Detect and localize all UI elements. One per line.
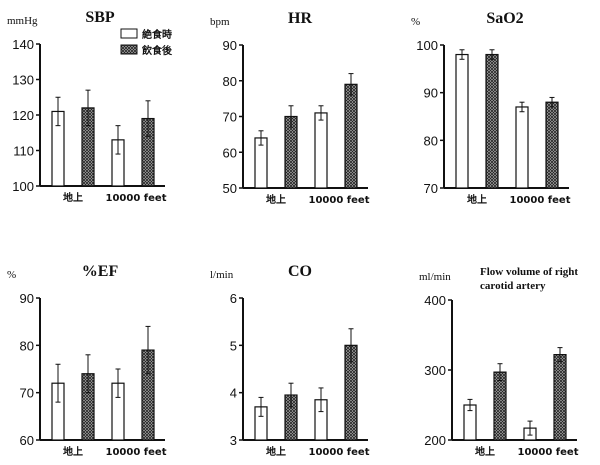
y-tick-label: 80: [223, 74, 237, 89]
y-tick-label: 5: [230, 338, 237, 353]
y-tick-label: 70: [424, 181, 438, 196]
y-tick-label: 100: [416, 38, 438, 53]
y-tick-label: 110: [13, 144, 34, 159]
bar-fed-0: [493, 371, 507, 441]
legend-label: 絶食時: [142, 28, 172, 41]
chart-title: CO: [288, 263, 312, 280]
bar-fed-1: [545, 101, 559, 189]
bar-fed-1: [553, 354, 567, 441]
category-label: 10000 feet: [510, 195, 571, 206]
y-tick-label: 6: [230, 291, 237, 306]
category-label: 10000 feet: [309, 447, 370, 458]
y-unit-label: %: [411, 16, 420, 28]
y-tick-label: 60: [223, 145, 237, 160]
y-tick-label: 100: [12, 179, 34, 194]
bar-fed-1: [344, 83, 358, 189]
category-label: 地上: [63, 445, 83, 458]
y-tick-label: 80: [424, 133, 438, 148]
y-unit-label: l/min: [210, 269, 234, 281]
y-tick-label: 400: [424, 293, 446, 308]
category-label: 10000 feet: [518, 447, 579, 458]
y-tick-label: 70: [223, 110, 237, 125]
y-tick-label: 140: [12, 37, 34, 52]
y-tick-label: 70: [20, 386, 34, 401]
y-tick-label: 3: [230, 433, 237, 448]
y-unit-label: bpm: [210, 16, 230, 28]
y-unit-label: %: [7, 269, 16, 281]
bar-fasting-1: [314, 112, 328, 189]
bar-fasting-0: [455, 53, 469, 189]
bar-fasting-1: [515, 106, 529, 189]
category-label: 地上: [266, 445, 286, 458]
y-unit-label: ml/min: [419, 271, 451, 283]
category-label: 地上: [266, 193, 286, 206]
y-tick-label: 80: [20, 338, 34, 353]
category-label: 地上: [475, 445, 495, 458]
y-tick-label: 4: [230, 386, 237, 401]
chart-title: SaO2: [486, 10, 523, 27]
y-tick-label: 130: [12, 73, 34, 88]
y-tick-label: 90: [223, 38, 237, 53]
y-tick-label: 90: [20, 291, 34, 306]
y-tick-label: 120: [12, 108, 34, 123]
chart-title: HR: [288, 10, 312, 27]
chart-title: carotid artery: [480, 280, 546, 292]
legend-label: 飲食後: [141, 44, 173, 57]
y-tick-label: 200: [424, 433, 446, 448]
chart-title: Flow volume of right: [480, 266, 578, 278]
y-unit-label: mmHg: [7, 15, 38, 27]
chart-title: SBP: [85, 9, 115, 26]
legend-swatch-fed: [120, 44, 138, 55]
y-tick-label: 50: [223, 181, 237, 196]
category-label: 地上: [63, 191, 83, 204]
chart-title: %EF: [82, 263, 119, 280]
category-label: 10000 feet: [309, 195, 370, 206]
category-label: 地上: [467, 193, 487, 206]
bar-fed-0: [485, 53, 499, 189]
y-tick-label: 300: [424, 363, 446, 378]
category-label: 10000 feet: [106, 193, 167, 204]
category-label: 10000 feet: [106, 447, 167, 458]
y-tick-label: 60: [20, 433, 34, 448]
legend-swatch-fasting: [120, 28, 138, 39]
y-tick-label: 90: [424, 86, 438, 101]
